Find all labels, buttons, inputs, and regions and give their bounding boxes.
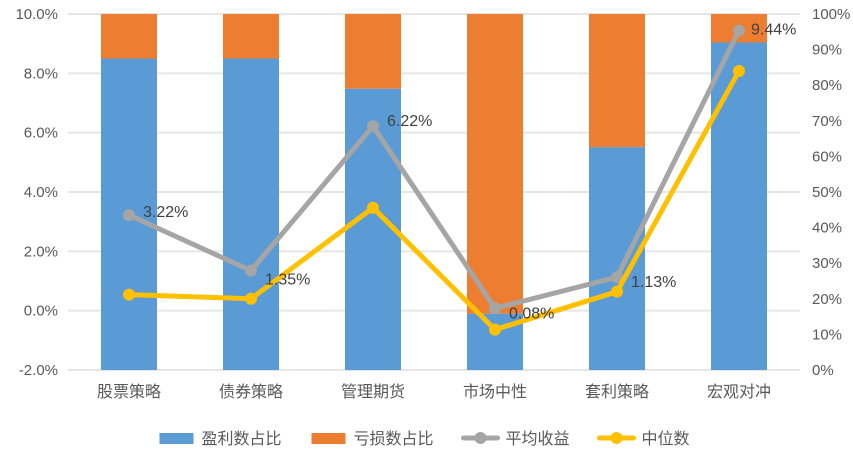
- right-axis-tick-label: 50%: [812, 184, 842, 201]
- right-axis-tick-label: 60%: [812, 148, 842, 165]
- chart-legend: 盈利数占比 亏损数占比 平均收益 中位数: [159, 430, 690, 448]
- left-axis-tick-label: 10.0%: [15, 6, 58, 23]
- bar-segment-profit: [223, 58, 279, 370]
- line-marker: [245, 292, 257, 305]
- right-axis-tick-label: 0%: [812, 362, 834, 379]
- line-marker: [611, 285, 623, 298]
- data-label-average: 3.22%: [143, 204, 188, 221]
- bar-segment-profit: [711, 42, 767, 370]
- legend-swatch: [311, 433, 346, 444]
- bar-segment-loss: [589, 14, 645, 148]
- line-marker: [367, 120, 379, 133]
- legend-item[interactable]: 平均收益: [461, 430, 570, 448]
- left-axis-tick-label: 0.0%: [24, 303, 58, 320]
- legend-marker: [474, 432, 487, 444]
- right-axis-tick-label: 80%: [812, 77, 842, 94]
- right-axis-tick-label: 70%: [812, 113, 842, 130]
- category-label: 管理期货: [341, 383, 405, 401]
- right-axis-tick-label: 90%: [812, 42, 842, 59]
- category-axis-labels: 股票策略 债券策略 管理期货 市场中性 套利策略 宏观对冲: [97, 383, 771, 401]
- legend-label: 中位数: [642, 430, 690, 448]
- right-axis-ticks: 0% 10% 20% 30% 40% 50% 60% 70% 80% 90% 100%: [812, 6, 850, 379]
- line-marker: [367, 201, 379, 214]
- legend-label: 平均收益: [506, 430, 570, 448]
- bar-segment-loss: [345, 14, 401, 89]
- legend-item[interactable]: 亏损数占比: [311, 430, 434, 448]
- left-axis-tick-label: -2.0%: [19, 362, 58, 379]
- right-axis-tick-label: 30%: [812, 255, 842, 272]
- category-label: 宏观对冲: [707, 383, 771, 401]
- legend-item[interactable]: 盈利数占比: [159, 430, 282, 448]
- legend-label: 亏损数占比: [354, 430, 434, 448]
- left-axis-ticks: -2.0% 0.0% 2.0% 4.0% 6.0% 8.0% 10.0%: [15, 6, 58, 379]
- line-marker: [611, 271, 623, 284]
- data-label-average: 1.35%: [265, 272, 310, 289]
- legend-label: 盈利数占比: [202, 430, 282, 448]
- right-axis-tick-label: 100%: [812, 6, 850, 23]
- category-label: 市场中性: [463, 383, 527, 401]
- category-label: 套利策略: [585, 383, 649, 401]
- left-axis-tick-label: 4.0%: [24, 184, 58, 201]
- gridlines: [68, 13, 800, 371]
- line-marker: [733, 64, 745, 77]
- line-marker: [733, 24, 745, 37]
- line-marker: [123, 288, 135, 301]
- data-label-average: 6.22%: [387, 113, 432, 130]
- legend-swatch: [159, 433, 194, 444]
- bar-segment-loss: [101, 14, 157, 59]
- data-label-average: 0.08%: [509, 305, 554, 322]
- left-axis-tick-label: 6.0%: [24, 125, 58, 142]
- legend-marker: [610, 432, 623, 444]
- line-marker: [489, 302, 501, 315]
- line-series: [123, 24, 745, 336]
- line-average: [126, 28, 742, 311]
- left-axis-tick-label: 2.0%: [24, 243, 58, 260]
- line-marker: [245, 264, 257, 277]
- category-label: 债券策略: [219, 383, 283, 401]
- data-point-labels: 3.22% 1.35% 6.22% 0.08% 1.13% 9.44%: [143, 22, 796, 323]
- right-axis-tick-label: 20%: [812, 291, 842, 308]
- data-label-average: 9.44%: [751, 22, 796, 39]
- legend-item[interactable]: 中位数: [597, 430, 690, 448]
- bar-segment-loss: [467, 14, 523, 314]
- bar-segment-loss: [223, 14, 279, 59]
- right-axis-tick-label: 10%: [812, 326, 842, 343]
- line-marker: [123, 209, 135, 222]
- left-axis-tick-label: 8.0%: [24, 65, 58, 82]
- right-axis-tick-label: 40%: [812, 220, 842, 237]
- data-label-average: 1.13%: [631, 274, 676, 291]
- category-label: 股票策略: [97, 383, 161, 401]
- line-marker: [489, 323, 501, 336]
- line-median: [126, 68, 742, 333]
